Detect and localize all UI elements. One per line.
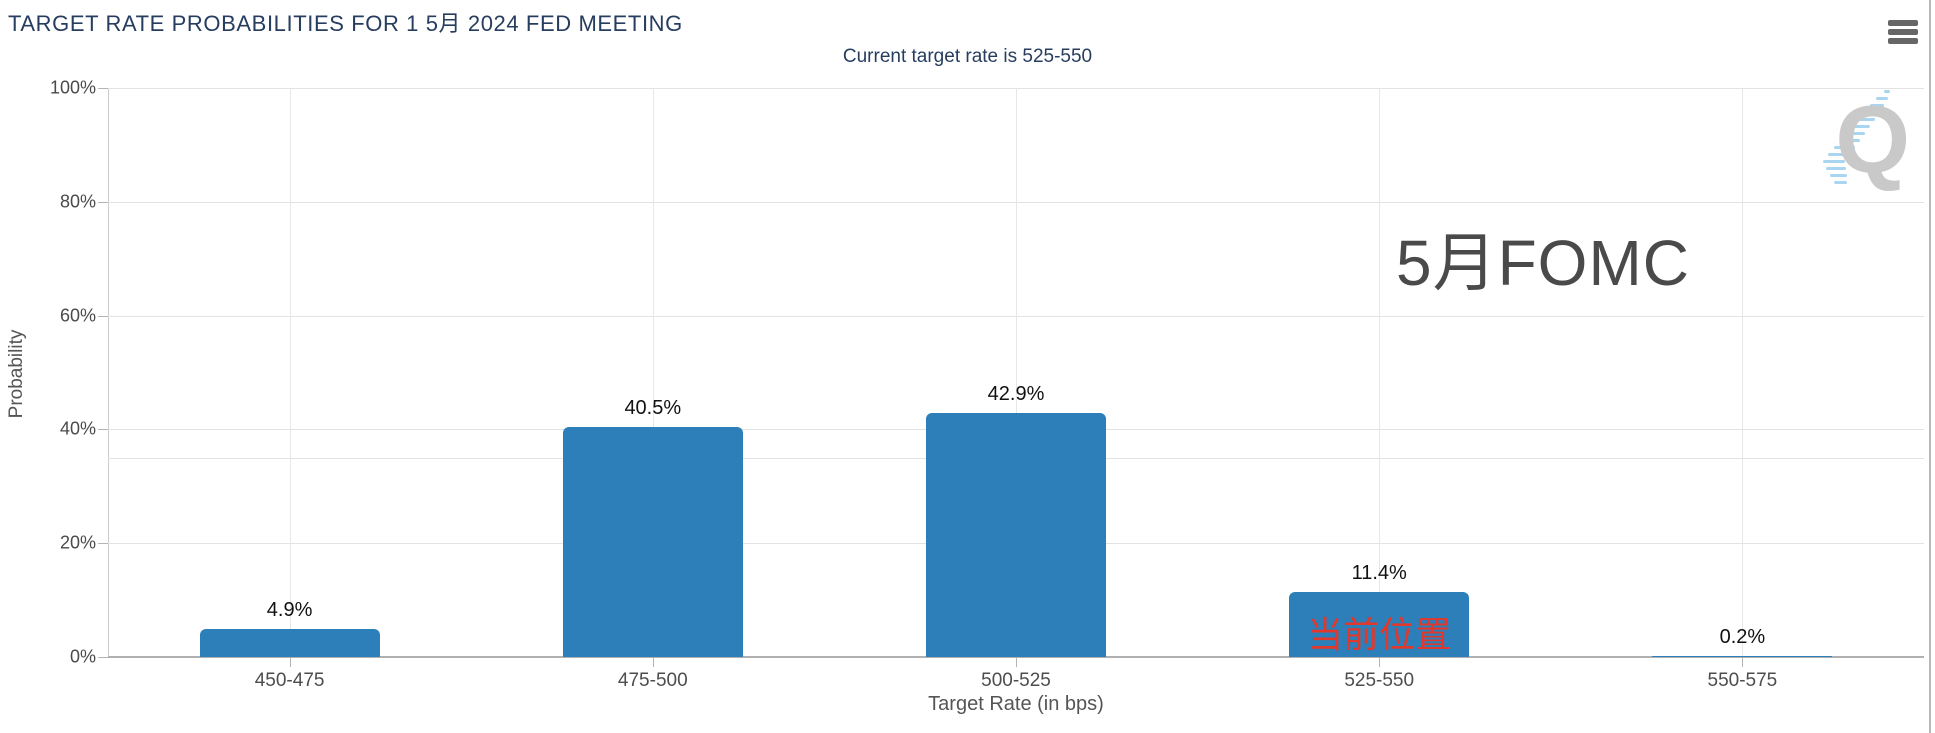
hamburger-bar — [1888, 29, 1918, 35]
y-axis-line — [108, 88, 109, 657]
x-axis-title: Target Rate (in bps) — [928, 693, 1104, 715]
bar[interactable] — [1652, 655, 1833, 657]
bar-value-label: 4.9% — [266, 599, 313, 622]
y-tick-label: 100% — [49, 77, 96, 98]
y-axis-tick — [98, 88, 108, 89]
y-axis-tick — [98, 429, 108, 431]
bar-value-label: 40.5% — [624, 396, 682, 419]
category-label: 500-525 — [981, 670, 1051, 691]
v-gridline — [1016, 88, 1017, 657]
bar-value-label: 11.4% — [1351, 562, 1407, 585]
x-axis-tick — [289, 658, 291, 667]
category-label: 475-500 — [617, 670, 688, 691]
bar[interactable] — [926, 412, 1106, 657]
q-logo-letter: Q — [1835, 86, 1910, 193]
v-gridline — [652, 88, 654, 657]
v-gridline — [289, 88, 291, 657]
q-logo-watermark: Q — [1796, 80, 1924, 200]
bar[interactable] — [1289, 592, 1470, 657]
bar[interactable] — [199, 629, 380, 657]
y-tick-label: 80% — [59, 191, 96, 212]
hamburger-menu-icon[interactable] — [1886, 20, 1920, 48]
chart-subtitle: Current target rate is 525-550 — [842, 46, 1093, 67]
page-right-border — [1929, 0, 1931, 733]
y-axis-tick — [98, 201, 108, 203]
current-position-annotation: 当前位置 — [1306, 614, 1452, 655]
x-axis-tick — [1742, 658, 1744, 667]
hamburger-bar — [1888, 20, 1918, 26]
y-tick-label: 20% — [59, 532, 96, 553]
bar[interactable] — [562, 426, 743, 657]
x-axis-tick — [652, 658, 654, 667]
y-tick-label: 60% — [59, 305, 96, 326]
bar-value-label: 0.2% — [1719, 625, 1766, 648]
x-axis-tick — [1016, 658, 1017, 667]
category-label: 525-550 — [1344, 670, 1415, 691]
y-axis-title: Probability — [6, 329, 27, 419]
y-axis-tick — [98, 657, 108, 658]
category-label: 550-575 — [1707, 670, 1778, 691]
fomc-annotation: 5月FOMC — [1396, 227, 1690, 299]
q-logo-stripes — [1823, 90, 1890, 184]
y-axis-tick — [98, 543, 108, 545]
x-axis-tick — [1379, 658, 1381, 667]
y-axis-tick — [98, 315, 108, 317]
hamburger-bar — [1888, 38, 1918, 44]
category-label: 450-475 — [254, 670, 325, 691]
x-axis-line — [108, 656, 1924, 658]
bar-value-label: 42.9% — [987, 382, 1045, 405]
chart-title: TARGET RATE PROBABILITIES FOR 1 5月 2024 … — [8, 11, 683, 36]
v-gridline — [1379, 88, 1381, 657]
v-gridline — [1742, 88, 1744, 657]
y-tick-label: 40% — [59, 418, 96, 439]
y-tick-label: 0% — [69, 646, 96, 667]
